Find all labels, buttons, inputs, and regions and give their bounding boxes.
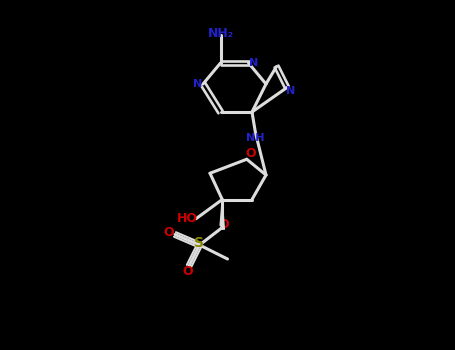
Text: O: O (219, 217, 229, 231)
Text: S: S (194, 236, 204, 250)
Text: N: N (249, 58, 258, 68)
Text: N: N (286, 86, 295, 96)
Text: O: O (163, 226, 174, 239)
Text: N: N (193, 79, 202, 89)
Polygon shape (220, 199, 224, 230)
Text: O: O (245, 147, 256, 161)
Text: HO: HO (177, 212, 198, 225)
Text: NH₂: NH₂ (207, 27, 233, 40)
Text: NH: NH (246, 133, 265, 143)
Text: O: O (182, 265, 192, 278)
